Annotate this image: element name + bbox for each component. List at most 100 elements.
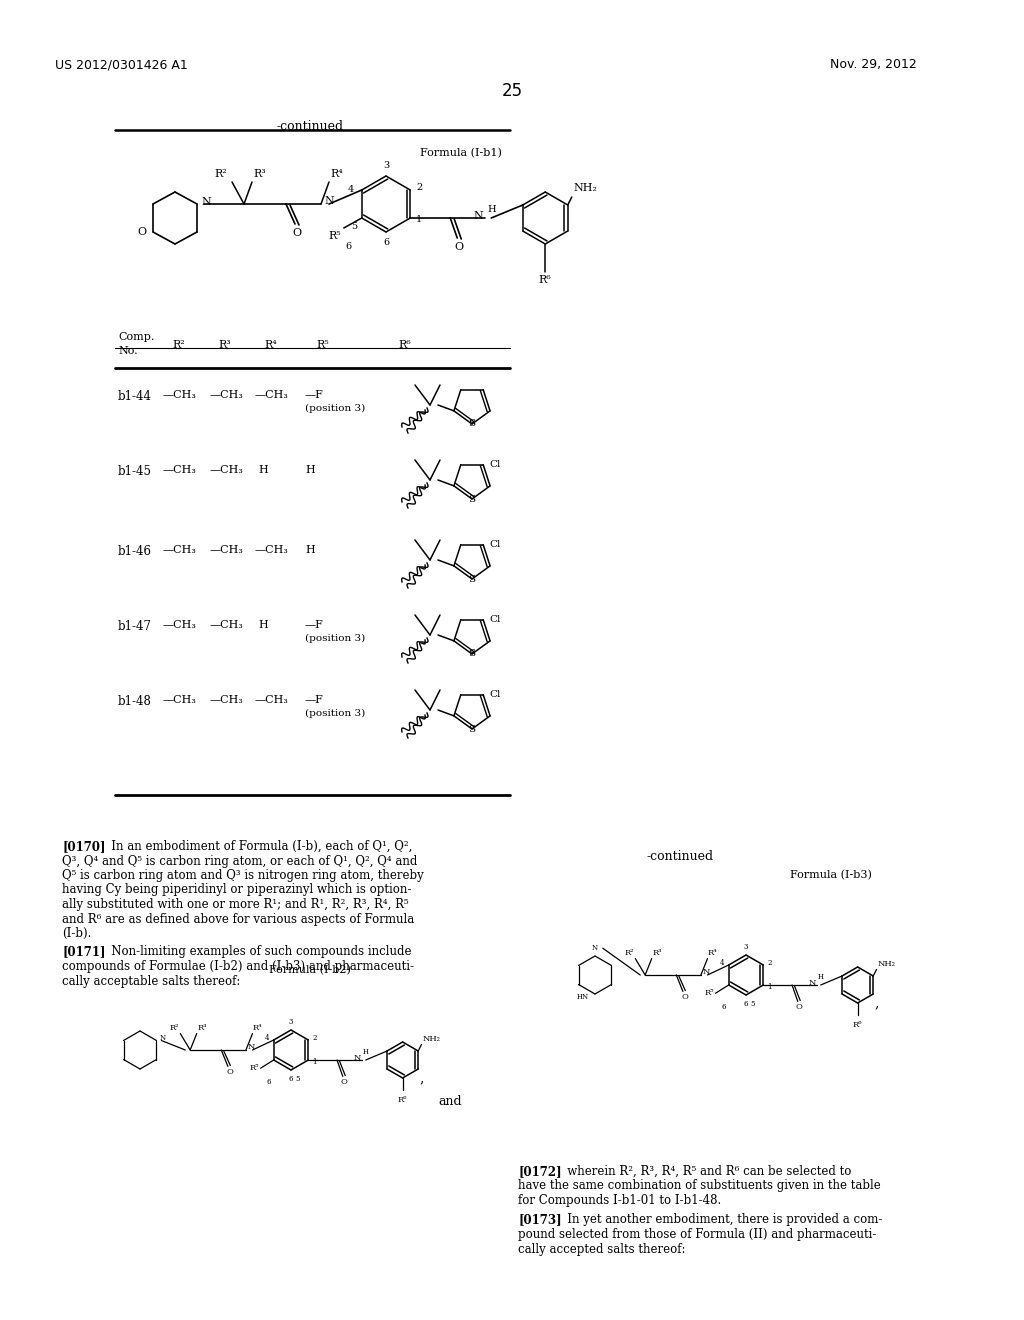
- Text: S: S: [468, 420, 475, 429]
- Text: —CH₃: —CH₃: [255, 389, 289, 400]
- Text: O: O: [455, 242, 464, 252]
- Text: Comp.: Comp.: [118, 333, 155, 342]
- Text: for Compounds I-b1-01 to I-b1-48.: for Compounds I-b1-01 to I-b1-48.: [518, 1195, 721, 1206]
- Text: —CH₃: —CH₃: [255, 545, 289, 554]
- Text: N: N: [248, 1043, 255, 1051]
- Text: R²: R²: [169, 1024, 178, 1032]
- Text: H: H: [258, 620, 267, 630]
- Text: H: H: [305, 545, 314, 554]
- Text: 2: 2: [767, 960, 772, 968]
- Text: R⁵: R⁵: [705, 989, 714, 997]
- Text: 5: 5: [295, 1074, 300, 1082]
- Text: 1: 1: [312, 1059, 317, 1067]
- Text: —F: —F: [305, 696, 324, 705]
- Text: O: O: [137, 227, 146, 238]
- Text: 4: 4: [719, 960, 724, 968]
- Text: O: O: [293, 228, 301, 238]
- Text: —CH₃: —CH₃: [210, 696, 244, 705]
- Text: O: O: [226, 1068, 232, 1076]
- Text: Q³, Q⁴ and Q⁵ is carbon ring atom, or each of Q¹, Q², Q⁴ and: Q³, Q⁴ and Q⁵ is carbon ring atom, or ea…: [62, 854, 418, 867]
- Text: ally substituted with one or more R¹; and R¹, R², R³, R⁴, R⁵: ally substituted with one or more R¹; an…: [62, 898, 409, 911]
- Text: R²: R²: [625, 949, 634, 957]
- Text: O: O: [681, 993, 688, 1001]
- Text: b1-48: b1-48: [118, 696, 152, 708]
- Text: R²: R²: [172, 341, 184, 350]
- Text: b1-44: b1-44: [118, 389, 152, 403]
- Text: compounds of Formulae (I-b2) and (I-b3) and pharmaceuti-: compounds of Formulae (I-b2) and (I-b3) …: [62, 960, 414, 973]
- Text: 1: 1: [767, 983, 772, 991]
- Text: —CH₃: —CH₃: [210, 545, 244, 554]
- Text: 4: 4: [347, 186, 353, 194]
- Text: b1-46: b1-46: [118, 545, 152, 558]
- Text: (I-b).: (I-b).: [62, 927, 91, 940]
- Text: 5: 5: [751, 1001, 755, 1008]
- Text: S: S: [468, 725, 475, 734]
- Text: H: H: [258, 465, 267, 475]
- Text: 6: 6: [383, 238, 389, 247]
- Text: N: N: [592, 944, 598, 952]
- Text: 5: 5: [351, 222, 357, 231]
- Text: —F: —F: [305, 389, 324, 400]
- Text: 4: 4: [264, 1034, 268, 1041]
- Text: NH₂: NH₂: [878, 960, 895, 968]
- Text: having Cy being piperidinyl or piperazinyl which is option-: having Cy being piperidinyl or piperazin…: [62, 883, 412, 896]
- Text: N: N: [353, 1053, 360, 1063]
- Text: 6: 6: [346, 242, 352, 251]
- Text: ,: ,: [420, 1071, 424, 1085]
- Text: (position 3): (position 3): [305, 634, 366, 643]
- Text: and R⁶ are as defined above for various aspects of Formula: and R⁶ are as defined above for various …: [62, 912, 415, 925]
- Text: 2: 2: [312, 1034, 317, 1041]
- Text: Nov. 29, 2012: Nov. 29, 2012: [830, 58, 916, 71]
- Text: H: H: [305, 465, 314, 475]
- Text: S: S: [468, 495, 475, 503]
- Text: [0173]: [0173]: [518, 1213, 561, 1226]
- Text: —CH₃: —CH₃: [210, 465, 244, 475]
- Text: Q⁵ is carbon ring atom and Q³ is nitrogen ring atom, thereby: Q⁵ is carbon ring atom and Q³ is nitroge…: [62, 869, 424, 882]
- Text: In an embodiment of Formula (I-b), each of Q¹, Q²,: In an embodiment of Formula (I-b), each …: [100, 840, 413, 853]
- Text: Cl: Cl: [489, 615, 501, 624]
- Text: N: N: [702, 968, 710, 975]
- Text: b1-45: b1-45: [118, 465, 152, 478]
- Text: pound selected from those of Formula (II) and pharmaceuti-: pound selected from those of Formula (II…: [518, 1228, 877, 1241]
- Text: R³: R³: [253, 169, 266, 180]
- Text: N: N: [201, 197, 211, 207]
- Text: Cl: Cl: [489, 461, 501, 469]
- Text: (position 3): (position 3): [305, 709, 366, 718]
- Text: N: N: [808, 979, 816, 987]
- Text: H: H: [487, 205, 496, 214]
- Text: —F: —F: [305, 620, 324, 630]
- Text: R⁴: R⁴: [330, 169, 343, 180]
- Text: 3: 3: [743, 942, 749, 950]
- Text: O: O: [796, 1003, 803, 1011]
- Text: H: H: [362, 1048, 369, 1056]
- Text: R⁴: R⁴: [708, 949, 717, 957]
- Text: R⁶: R⁶: [398, 341, 411, 350]
- Text: N: N: [473, 211, 483, 220]
- Text: 6: 6: [722, 1003, 726, 1011]
- Text: b1-47: b1-47: [118, 620, 152, 634]
- Text: ,: ,: [874, 997, 880, 1010]
- Text: have the same combination of substituents given in the table: have the same combination of substituent…: [518, 1180, 881, 1192]
- Text: 6: 6: [266, 1078, 271, 1086]
- Text: 25: 25: [502, 82, 522, 100]
- Text: R⁴: R⁴: [264, 341, 276, 350]
- Text: 3: 3: [289, 1018, 293, 1026]
- Text: R⁶: R⁶: [398, 1096, 408, 1104]
- Text: [0170]: [0170]: [62, 840, 105, 853]
- Text: Formula (I-b1): Formula (I-b1): [420, 148, 502, 158]
- Text: 1: 1: [416, 215, 423, 224]
- Text: —CH₃: —CH₃: [255, 696, 289, 705]
- Text: -continued: -continued: [646, 850, 714, 863]
- Text: In yet another embodiment, there is provided a com-: In yet another embodiment, there is prov…: [556, 1213, 883, 1226]
- Text: wherein R², R³, R⁴, R⁵ and R⁶ can be selected to: wherein R², R³, R⁴, R⁵ and R⁶ can be sel…: [556, 1166, 851, 1177]
- Text: S: S: [468, 649, 475, 659]
- Text: O: O: [341, 1078, 348, 1086]
- Text: 2: 2: [416, 183, 423, 193]
- Text: N: N: [324, 195, 334, 206]
- Text: —CH₃: —CH₃: [163, 545, 197, 554]
- Text: NH₂: NH₂: [422, 1035, 440, 1043]
- Text: 6: 6: [289, 1074, 293, 1082]
- Text: and: and: [438, 1096, 462, 1107]
- Text: 6: 6: [743, 1001, 749, 1008]
- Text: R⁵: R⁵: [250, 1064, 259, 1072]
